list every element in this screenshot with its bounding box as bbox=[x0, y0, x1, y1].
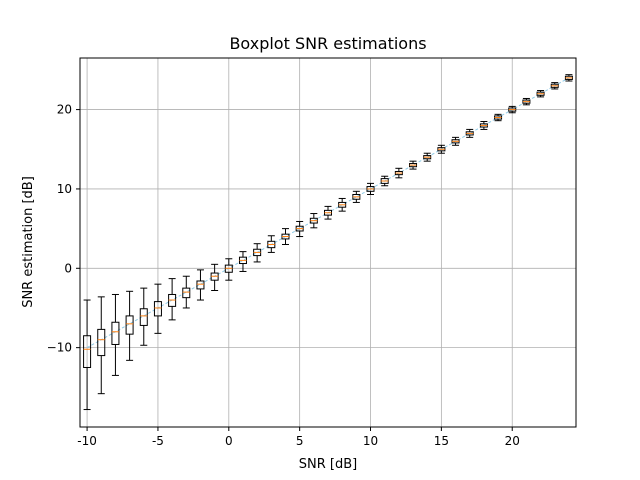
box-item bbox=[465, 128, 474, 138]
box-item bbox=[97, 296, 106, 395]
plot-frame bbox=[79, 57, 577, 428]
box-item bbox=[352, 190, 361, 203]
y-tick-label: 10 bbox=[57, 182, 72, 196]
box-item bbox=[139, 287, 148, 346]
x-axis-label: SNR [dB] bbox=[299, 457, 357, 472]
box-item bbox=[295, 220, 304, 238]
x-tick-label: 15 bbox=[434, 434, 449, 448]
box-item bbox=[83, 299, 92, 411]
y-tick-label: −10 bbox=[47, 341, 72, 355]
x-tick-label: 10 bbox=[363, 434, 378, 448]
box-item bbox=[437, 144, 446, 154]
box-rect bbox=[196, 280, 205, 290]
y-axis-ticks: −10 0 10 20 bbox=[47, 103, 80, 355]
box-rect bbox=[182, 287, 191, 299]
box-item bbox=[324, 205, 332, 220]
box-item bbox=[111, 293, 120, 376]
box-item bbox=[238, 251, 247, 272]
box-rect bbox=[97, 328, 106, 357]
x-tick-label: -10 bbox=[77, 434, 97, 448]
box-item bbox=[338, 197, 347, 212]
box-item bbox=[380, 175, 389, 187]
y-tick-label: 20 bbox=[57, 103, 72, 117]
box-item bbox=[536, 90, 545, 98]
box-item bbox=[550, 82, 559, 90]
box-item bbox=[210, 263, 219, 292]
box-rect bbox=[125, 315, 134, 335]
box-item bbox=[394, 167, 403, 179]
y-axis-label: SNR estimation [dB] bbox=[21, 176, 36, 308]
boxes-group bbox=[83, 74, 573, 411]
box-item bbox=[168, 278, 177, 321]
box-item bbox=[451, 136, 460, 146]
box-item bbox=[267, 235, 276, 253]
box-item bbox=[564, 74, 573, 82]
box-rect bbox=[139, 308, 148, 326]
x-tick-label: 5 bbox=[296, 434, 304, 448]
box-item bbox=[508, 105, 517, 114]
box-rect bbox=[83, 335, 92, 368]
box-item bbox=[253, 243, 262, 263]
x-tick-label: -5 bbox=[152, 434, 164, 448]
box-item bbox=[196, 269, 205, 301]
box-item bbox=[224, 258, 233, 281]
box-item bbox=[522, 97, 531, 106]
box-item bbox=[479, 120, 488, 130]
box-item bbox=[423, 152, 432, 162]
box-item bbox=[309, 213, 318, 229]
box-rect bbox=[111, 321, 120, 345]
box-item bbox=[281, 228, 290, 245]
box-rect bbox=[153, 301, 162, 317]
box-item bbox=[153, 283, 162, 334]
box-item bbox=[494, 113, 503, 122]
box-item bbox=[125, 290, 134, 361]
chart-title: Boxplot SNR estimations bbox=[229, 34, 426, 53]
box-item bbox=[409, 160, 418, 170]
box-item bbox=[366, 182, 375, 195]
y-tick-label: 0 bbox=[64, 261, 72, 275]
x-axis-ticks: -10 -5 0 5 10 15 20 bbox=[77, 427, 520, 448]
box-item bbox=[182, 275, 191, 309]
x-tick-label: 20 bbox=[505, 434, 520, 448]
x-tick-label: 0 bbox=[225, 434, 233, 448]
grid bbox=[80, 58, 576, 427]
